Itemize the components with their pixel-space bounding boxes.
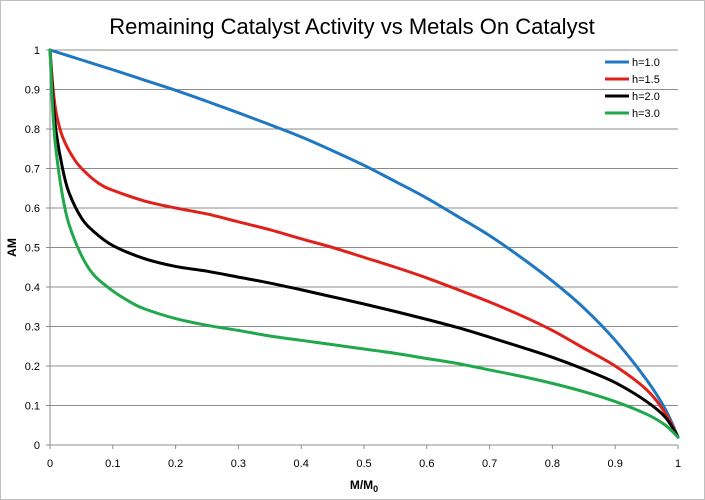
y-tick-label: 0.7 <box>25 164 40 176</box>
x-tick-label: 1 <box>675 458 681 470</box>
x-tick-label: 0.5 <box>356 458 371 470</box>
series-line-h=1.0 <box>48 48 680 439</box>
y-tick-labels: 0 0.1 0.2 0.3 0.4 0.5 0.6 0.7 0.8 0.9 1 <box>25 45 40 452</box>
series-line-h=2.0 <box>48 48 680 439</box>
y-tick-label: 0.4 <box>25 282 40 294</box>
y-tick-label: 0.5 <box>25 243 40 255</box>
x-axis-label: M/M0 <box>350 478 378 494</box>
x-tick-label: 0.4 <box>294 458 309 470</box>
x-tick-label: 0.8 <box>545 458 560 470</box>
y-tick-label: 0.6 <box>25 203 40 215</box>
x-tick-label: 0.2 <box>168 458 183 470</box>
y-tick-label: 0.2 <box>25 361 40 373</box>
legend: h=1.0 h=1.5 h=2.0 h=3.0 <box>605 57 660 120</box>
gridlines <box>50 49 678 406</box>
y-tick-label: 0 <box>34 440 40 452</box>
legend-label: h=2.0 <box>632 91 660 103</box>
x-axis-label-main: M/M <box>350 478 373 492</box>
legend-label: h=1.5 <box>632 74 660 86</box>
x-tick-label: 0.1 <box>105 458 120 470</box>
y-axis-label: AM <box>5 238 19 257</box>
axes <box>46 49 679 449</box>
x-tick-labels: 0 0.1 0.2 0.3 0.4 0.5 0.6 0.7 0.8 0.9 1 <box>47 458 681 470</box>
x-tick-label: 0.7 <box>482 458 497 470</box>
legend-label: h=1.0 <box>632 57 660 69</box>
x-tick-label: 0.6 <box>419 458 434 470</box>
y-tick-label: 0.1 <box>25 401 40 413</box>
x-tick-label: 0 <box>47 458 53 470</box>
series-lines <box>48 48 680 439</box>
chart-title: Remaining Catalyst Activity vs Metals On… <box>109 14 594 39</box>
y-tick-label: 1 <box>34 45 40 57</box>
legend-label: h=3.0 <box>632 108 660 120</box>
y-tick-label: 0.3 <box>25 322 40 334</box>
x-tick-label: 0.3 <box>231 458 246 470</box>
x-tick-label: 0.9 <box>608 458 623 470</box>
y-tick-label: 0.8 <box>25 124 40 136</box>
x-axis-label-subscript: 0 <box>373 484 378 494</box>
y-tick-label: 0.9 <box>25 85 40 97</box>
series-line-h=1.5 <box>48 48 680 439</box>
series-line-h=3.0 <box>48 48 680 439</box>
